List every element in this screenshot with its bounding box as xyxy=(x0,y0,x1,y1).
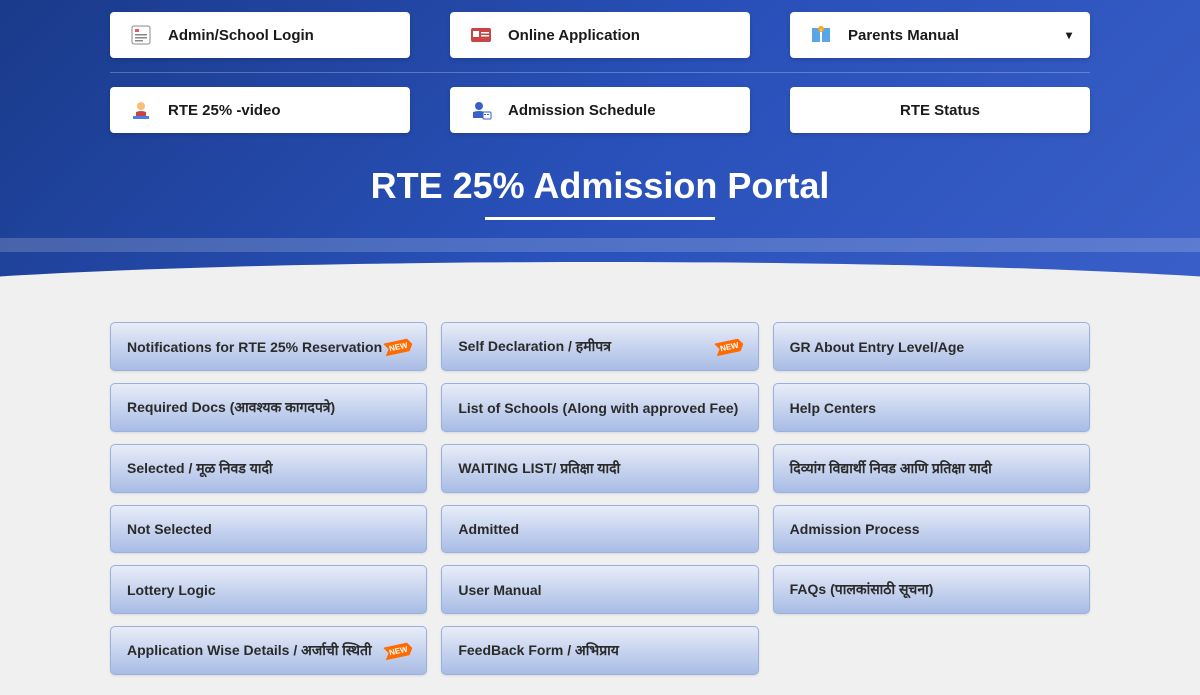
application-details-card[interactable]: Application Wise Details / अर्जाची स्थित… xyxy=(110,626,427,675)
user-manual-card[interactable]: User Manual xyxy=(441,565,758,614)
apply-icon xyxy=(468,22,494,48)
waiting-list-card[interactable]: WAITING LIST/ प्रतिक्षा यादी xyxy=(441,444,758,493)
title-underline xyxy=(485,217,715,220)
nav-button-label: RTE Status xyxy=(900,102,980,119)
rte-video-button[interactable]: RTE 25% -video xyxy=(110,87,410,133)
rte-status-button[interactable]: RTE Status xyxy=(790,87,1090,133)
svg-text:i: i xyxy=(820,27,821,32)
new-badge-icon: NEW xyxy=(383,337,414,356)
divyang-list-card[interactable]: दिव्यांग विद्यार्थी निवड आणि प्रतिक्षा य… xyxy=(773,444,1090,493)
grid-card-label: FAQs (पालकांसाठी सूचना) xyxy=(790,580,934,599)
grid-card-label: दिव्यांग विद्यार्थी निवड आणि प्रतिक्षा य… xyxy=(790,459,992,478)
curve-strip xyxy=(0,238,1200,252)
nav-divider xyxy=(110,72,1090,73)
help-centers-card[interactable]: Help Centers xyxy=(773,383,1090,432)
nav-button-label: Parents Manual xyxy=(848,27,959,44)
online-application-button[interactable]: Online Application xyxy=(450,12,750,58)
admission-process-card[interactable]: Admission Process xyxy=(773,505,1090,553)
lottery-logic-card[interactable]: Lottery Logic xyxy=(110,565,427,614)
parents-manual-button[interactable]: i Parents Manual ▾ xyxy=(790,12,1090,58)
nav-button-label: Online Application xyxy=(508,27,640,44)
list-schools-card[interactable]: List of Schools (Along with approved Fee… xyxy=(441,383,758,432)
gr-entry-level-card[interactable]: GR About Entry Level/Age xyxy=(773,322,1090,371)
grid-card-label: Help Centers xyxy=(790,400,876,416)
grid-card-label: Notifications for RTE 25% Reservation xyxy=(127,339,382,355)
schedule-icon xyxy=(468,97,494,123)
grid-card-label: Not Selected xyxy=(127,521,212,537)
nav-button-label: Admission Schedule xyxy=(508,102,656,119)
grid-card-label: WAITING LIST/ प्रतिक्षा यादी xyxy=(458,459,620,478)
grid-section: Notifications for RTE 25% ReservationNEW… xyxy=(0,302,1200,695)
manual-icon: i xyxy=(808,22,834,48)
admin-login-button[interactable]: Admin/School Login xyxy=(110,12,410,58)
grid-card-label: Selected / मूळ निवड यादी xyxy=(127,459,273,478)
admission-schedule-button[interactable]: Admission Schedule xyxy=(450,87,750,133)
nav-button-label: Admin/School Login xyxy=(168,27,314,44)
grid-card-label: Application Wise Details / अर्जाची स्थित… xyxy=(127,641,372,660)
grid-card-label: Lottery Logic xyxy=(127,582,216,598)
notifications-card[interactable]: Notifications for RTE 25% ReservationNEW xyxy=(110,322,427,371)
self-declaration-card[interactable]: Self Declaration / हमीपत्र NEW xyxy=(441,322,758,371)
faqs-card[interactable]: FAQs (पालकांसाठी सूचना) xyxy=(773,565,1090,614)
grid-card-label: Required Docs (आवश्यक कागदपत्रे) xyxy=(127,398,335,417)
not-selected-card[interactable]: Not Selected xyxy=(110,505,427,553)
selected-list-card[interactable]: Selected / मूळ निवड यादी xyxy=(110,444,427,493)
grid-card-label: Admission Process xyxy=(790,521,920,537)
nav-row-1: Admin/School Login Online Application i Par… xyxy=(0,12,1200,58)
grid-card-label: Admitted xyxy=(458,521,519,537)
header-section: Admin/School Login Online Application i Par… xyxy=(0,0,1200,302)
video-icon xyxy=(128,97,154,123)
nav-button-label: RTE 25% -video xyxy=(168,102,281,119)
required-docs-card[interactable]: Required Docs (आवश्यक कागदपत्रे) xyxy=(110,383,427,432)
wave-divider xyxy=(0,262,1200,302)
nav-row-2: RTE 25% -video Admission Schedule RTE Stat… xyxy=(0,87,1200,133)
grid-card-label: GR About Entry Level/Age xyxy=(790,339,965,355)
chevron-down-icon: ▾ xyxy=(1066,28,1072,42)
feedback-form-card[interactable]: FeedBack Form / अभिप्राय xyxy=(441,626,758,675)
new-badge-icon: NEW xyxy=(714,337,745,356)
grid-card-label: User Manual xyxy=(458,582,541,598)
admin-icon xyxy=(128,22,154,48)
grid-card-label: FeedBack Form / अभिप्राय xyxy=(458,641,619,660)
admitted-card[interactable]: Admitted xyxy=(441,505,758,553)
grid-card-label: Self Declaration / हमीपत्र xyxy=(458,337,611,356)
grid-card-label: List of Schools (Along with approved Fee… xyxy=(458,400,738,416)
portal-title: RTE 25% Admission Portal xyxy=(0,147,1200,217)
new-badge-icon: NEW xyxy=(383,641,414,660)
